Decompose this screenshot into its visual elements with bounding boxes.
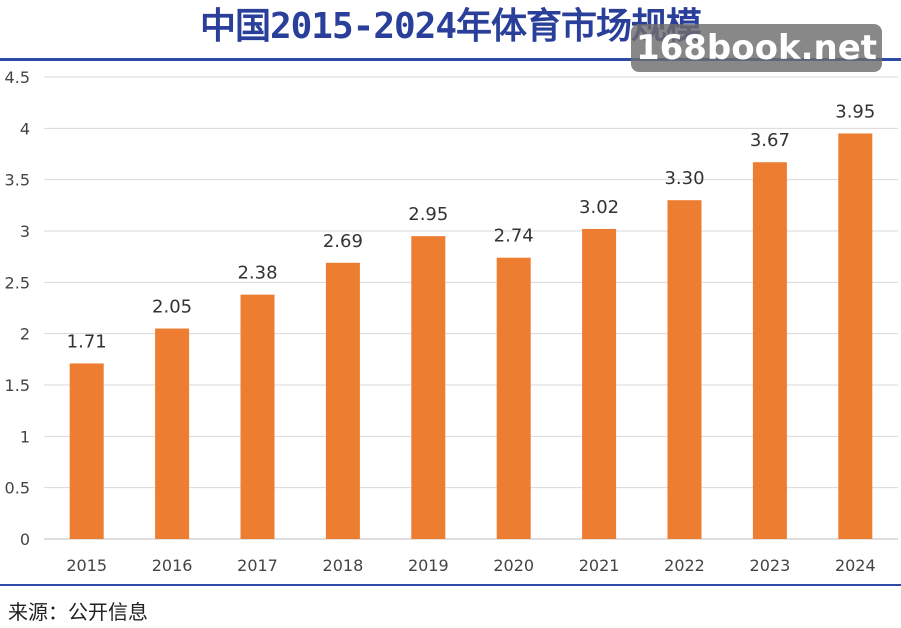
bar [240, 294, 275, 539]
bar [838, 133, 873, 539]
x-tick-label: 2017 [237, 556, 278, 575]
data-label: 2.38 [237, 263, 277, 284]
bar [496, 257, 531, 539]
data-label: 2.69 [323, 231, 363, 252]
data-label: 1.71 [67, 331, 107, 352]
y-tick-label: 3 [20, 222, 30, 241]
y-tick-label: 4 [20, 119, 30, 138]
y-tick-label: 2.5 [5, 273, 30, 292]
y-tick-label: 2 [20, 325, 30, 344]
data-label: 2.74 [494, 226, 534, 247]
x-tick-label: 2022 [664, 556, 705, 575]
x-tick-label: 2023 [750, 556, 791, 575]
bar [667, 200, 702, 539]
data-label: 3.02 [579, 197, 619, 218]
y-tick-label: 4.5 [5, 68, 30, 87]
y-tick-label: 0.5 [5, 479, 30, 498]
x-tick-label: 2016 [152, 556, 193, 575]
bar [325, 262, 360, 539]
y-tick-label: 0 [20, 530, 30, 549]
data-label: 3.95 [835, 101, 875, 122]
x-tick-label: 2024 [835, 556, 876, 575]
x-tick-label: 2020 [493, 556, 534, 575]
y-tick-label: 1 [20, 427, 30, 446]
x-tick-label: 2018 [323, 556, 364, 575]
y-tick-label: 1.5 [5, 376, 30, 395]
bar [582, 228, 617, 540]
bottom-divider [0, 584, 901, 586]
chart-title: 中国2015-2024年体育市场规模 [199, 6, 702, 47]
x-tick-label: 2019 [408, 556, 449, 575]
bar [69, 363, 104, 539]
x-tick-label: 2015 [66, 556, 107, 575]
watermark-badge: 168book.net [631, 24, 882, 72]
data-label: 2.95 [408, 204, 448, 225]
source-note: 来源：公开信息 [8, 600, 148, 624]
x-tick-label: 2021 [579, 556, 620, 575]
data-label: 3.30 [664, 168, 704, 189]
data-label: 3.67 [750, 130, 790, 151]
y-tick-label: 3.5 [5, 171, 30, 190]
data-label: 2.05 [152, 297, 192, 318]
bar [155, 328, 190, 539]
title-divider [0, 58, 901, 61]
bar [752, 162, 787, 540]
bar-chart: 0 0.5 1 1.5 2 2.5 3 3.5 4 4.5 1.71 2015 2.05 2016 2.38… [5, 68, 898, 575]
bar [411, 236, 446, 539]
